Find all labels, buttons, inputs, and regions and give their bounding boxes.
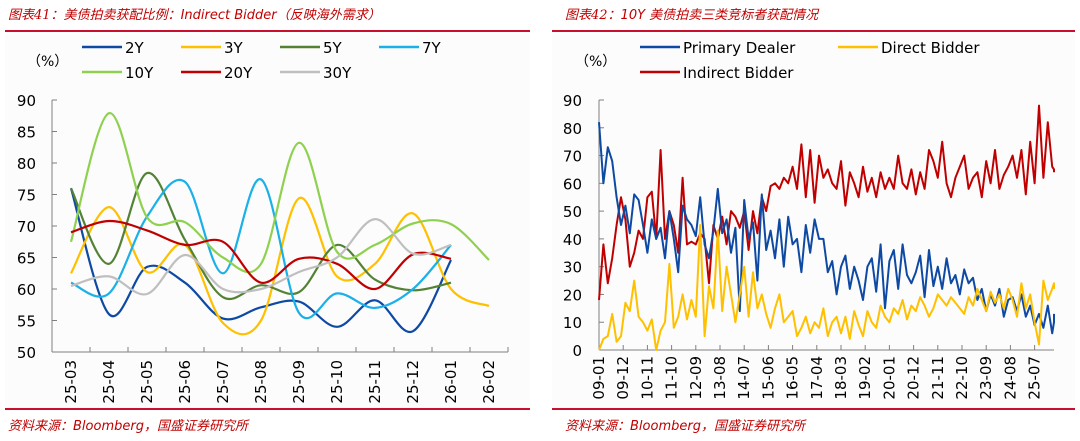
right-x-tick-label: 16-05 bbox=[784, 356, 802, 400]
right-x-tick-label: 13-08 bbox=[711, 356, 729, 400]
title-main: 美债拍卖三类竞标者获配情况 bbox=[645, 8, 819, 23]
left-series-line-20y bbox=[70, 219, 452, 291]
left-legend-label: 20Y bbox=[224, 64, 253, 82]
right-x-tick-label: 18-03 bbox=[832, 356, 850, 400]
left-x-tick-label: 26-01 bbox=[442, 360, 460, 404]
left-y-tick-label: 80 bbox=[17, 155, 36, 173]
title-prefix: 图表41： bbox=[8, 8, 64, 23]
left-series-line-3y bbox=[70, 197, 490, 336]
right-y-tick-label: 80 bbox=[563, 120, 582, 138]
left-legend-label: 2Y bbox=[125, 39, 145, 57]
right-chart-title: 图表42：10Y 美债拍卖三类竞标者获配情况 bbox=[565, 4, 818, 23]
left-top-rule bbox=[5, 30, 530, 32]
right-x-tick-label: 14-07 bbox=[735, 356, 753, 400]
right-x-tick-label: 09-12 bbox=[614, 356, 632, 400]
right-legend-label: Primary Dealer bbox=[683, 39, 796, 57]
right-x-tick-label: 10-11 bbox=[638, 356, 656, 400]
right-source-note: 资料来源：Bloomberg，国盛证券研究所 bbox=[565, 415, 805, 434]
left-legend-label: 7Y bbox=[422, 39, 442, 57]
source-suffix: ，国盛证券研究所 bbox=[143, 419, 248, 434]
source-suffix: ，国盛证券研究所 bbox=[700, 419, 805, 434]
right-x-tick-label: 12-09 bbox=[687, 356, 705, 400]
left-source-note: 资料来源：Bloomberg，国盛证券研究所 bbox=[8, 415, 248, 434]
left-series-line-10y bbox=[69, 112, 490, 274]
left-y-tick-label: 50 bbox=[17, 344, 36, 362]
title-prefix: 图表42： bbox=[565, 8, 621, 23]
left-x-tick-label: 25-12 bbox=[404, 360, 422, 404]
left-x-tick-label: 25-07 bbox=[214, 360, 232, 404]
left-y-tick-label: 55 bbox=[17, 313, 36, 331]
left-series-line-30y bbox=[70, 217, 452, 296]
left-chart-title: 图表41：美债拍卖获配比例：Indirect Bidder（反映海外需求） bbox=[8, 4, 381, 23]
right-y-tick-label: 10 bbox=[563, 314, 582, 332]
right-bottom-rule bbox=[552, 408, 1075, 410]
source-prefix: 资料来源： bbox=[565, 419, 631, 434]
right-x-tick-label: 23-09 bbox=[977, 356, 995, 400]
right-x-tick-label: 22-10 bbox=[953, 356, 971, 400]
left-legend-label: 30Y bbox=[323, 64, 352, 82]
left-y-tick-label: 70 bbox=[17, 218, 36, 236]
left-bottom-rule bbox=[5, 408, 530, 410]
left-x-tick-label: 25-03 bbox=[62, 360, 80, 404]
right-y-tick-label: 90 bbox=[563, 92, 582, 110]
source-prefix: 资料来源： bbox=[8, 419, 74, 434]
right-y-tick-label: 70 bbox=[563, 148, 582, 166]
right-x-tick-label: 17-04 bbox=[808, 356, 826, 400]
right-panel: 图表42：10Y 美债拍卖三类竞标者获配情况 资料来源：Bloomberg，国盛… bbox=[540, 0, 1080, 441]
right-x-tick-label: 15-06 bbox=[759, 356, 777, 400]
left-x-tick-label: 25-06 bbox=[176, 360, 194, 404]
right-x-tick-label: 19-02 bbox=[856, 356, 874, 400]
left-y-tick-label: 90 bbox=[17, 92, 36, 110]
source-english: Bloomberg bbox=[630, 419, 701, 434]
left-x-tick-label: 25-09 bbox=[290, 360, 308, 404]
title-english: Indirect Bidder bbox=[180, 8, 277, 23]
left-x-tick-label: 26-02 bbox=[480, 360, 498, 404]
right-top-rule bbox=[552, 30, 1075, 32]
right-x-tick-label: 25-07 bbox=[1026, 356, 1044, 400]
right-y-tick-label: 50 bbox=[563, 203, 582, 221]
right-legend-label: Indirect Bidder bbox=[683, 64, 794, 82]
right-y-tick-label: 0 bbox=[572, 342, 582, 360]
left-y-tick-label: 60 bbox=[17, 281, 36, 299]
left-legend-label: 3Y bbox=[224, 39, 244, 57]
left-series-line-2y bbox=[69, 187, 452, 334]
left-y-tick-label: 65 bbox=[17, 250, 36, 268]
right-x-tick-label: 09-01 bbox=[590, 356, 608, 400]
right-x-tick-label: 20-12 bbox=[905, 356, 923, 400]
left-unit-label: （%） bbox=[27, 54, 68, 70]
left-x-tick-label: 25-05 bbox=[138, 360, 156, 404]
left-y-tick-label: 75 bbox=[17, 187, 36, 205]
right-x-tick-label: 11-10 bbox=[663, 356, 681, 400]
right-series-line-indirect-bidder bbox=[598, 104, 1055, 301]
right-y-tick-label: 30 bbox=[563, 259, 582, 277]
right-legend-label: Direct Bidder bbox=[881, 39, 980, 57]
right-x-tick-label: 20-01 bbox=[880, 356, 898, 400]
right-series-line-direct-bidder bbox=[598, 224, 1055, 351]
left-legend-label: 5Y bbox=[323, 39, 343, 57]
right-y-tick-label: 60 bbox=[563, 175, 582, 193]
left-x-tick-label: 25-04 bbox=[100, 360, 118, 404]
right-y-tick-label: 40 bbox=[563, 231, 582, 249]
left-y-tick-label: 85 bbox=[17, 124, 36, 142]
left-legend-label: 10Y bbox=[125, 64, 154, 82]
title-suffix: （反映海外需求） bbox=[276, 8, 381, 23]
left-x-tick-label: 25-11 bbox=[366, 360, 384, 404]
left-x-tick-label: 25-10 bbox=[328, 360, 346, 404]
source-english: Bloomberg bbox=[73, 419, 144, 434]
right-unit-label: （%） bbox=[575, 54, 616, 70]
right-series-line-primary-dealer bbox=[598, 122, 1055, 335]
right-x-tick-label: 24-08 bbox=[1001, 356, 1019, 400]
title-english: 10Y bbox=[620, 8, 646, 23]
right-y-tick-label: 20 bbox=[563, 286, 582, 304]
title-main: 美债拍卖获配比例： bbox=[63, 8, 181, 23]
left-x-tick-label: 25-08 bbox=[252, 360, 270, 404]
right-x-tick-label: 21-11 bbox=[929, 356, 947, 400]
